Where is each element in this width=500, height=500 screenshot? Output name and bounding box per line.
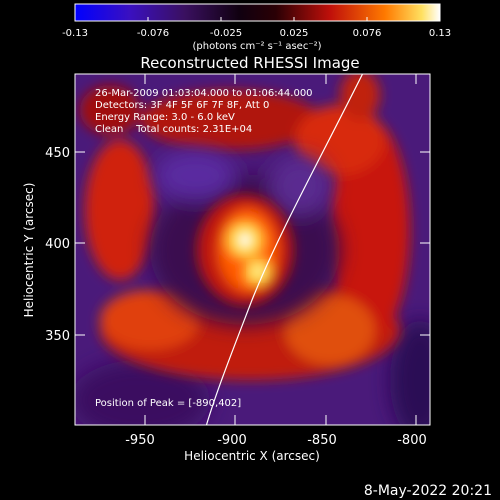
colorbar-ticks (74, 17, 441, 21)
y-tick-label: 350 (45, 329, 70, 344)
x-tick-label: -850 (307, 433, 337, 448)
solar-limb-curve (205, 74, 364, 425)
colorbar-tick-label: 0.13 (429, 28, 451, 39)
x-axis-ticks (144, 74, 417, 425)
colorbar-tick-label: 0.025 (280, 28, 309, 39)
x-tick-label: -800 (397, 433, 427, 448)
info-clean-counts: Clean Total counts: 2.31E+04 (95, 124, 252, 135)
colorbar-tick-label: -0.025 (210, 28, 242, 39)
y-axis-label: Heliocentric Y (arcsec) (22, 183, 36, 318)
y-tick-label: 400 (45, 237, 70, 252)
colorbar-tick-label: 0.076 (353, 28, 382, 39)
x-tick-label: -950 (125, 433, 155, 448)
y-axis-ticks (75, 151, 430, 336)
plot-title: Reconstructed RHESSI Image (140, 54, 359, 72)
x-axis-label: Heliocentric X (arcsec) (184, 449, 320, 463)
footer-date: 8-May-2022 20:21 (364, 483, 492, 499)
info-detectors: Detectors: 3F 4F 5F 6F 7F 8F, Att 0 (95, 100, 269, 111)
colorbar-units: (photons cm⁻² s⁻¹ asec⁻²) (192, 41, 321, 52)
info-energy-range: Energy Range: 3.0 - 6.0 keV (95, 112, 235, 123)
plot-frame (74, 73, 431, 426)
info-time-range: 26-Mar-2009 01:03:04.000 to 01:06:44.000 (95, 88, 313, 99)
colorbar-tick-label: -0.13 (62, 28, 88, 39)
colorbar (74, 3, 441, 22)
y-tick-label: 450 (45, 146, 70, 161)
colorbar-tick-label: -0.076 (137, 28, 169, 39)
x-tick-label: -900 (217, 433, 247, 448)
rhessi-image (75, 74, 430, 425)
peak-position: Position of Peak = [-890,402] (95, 398, 241, 409)
